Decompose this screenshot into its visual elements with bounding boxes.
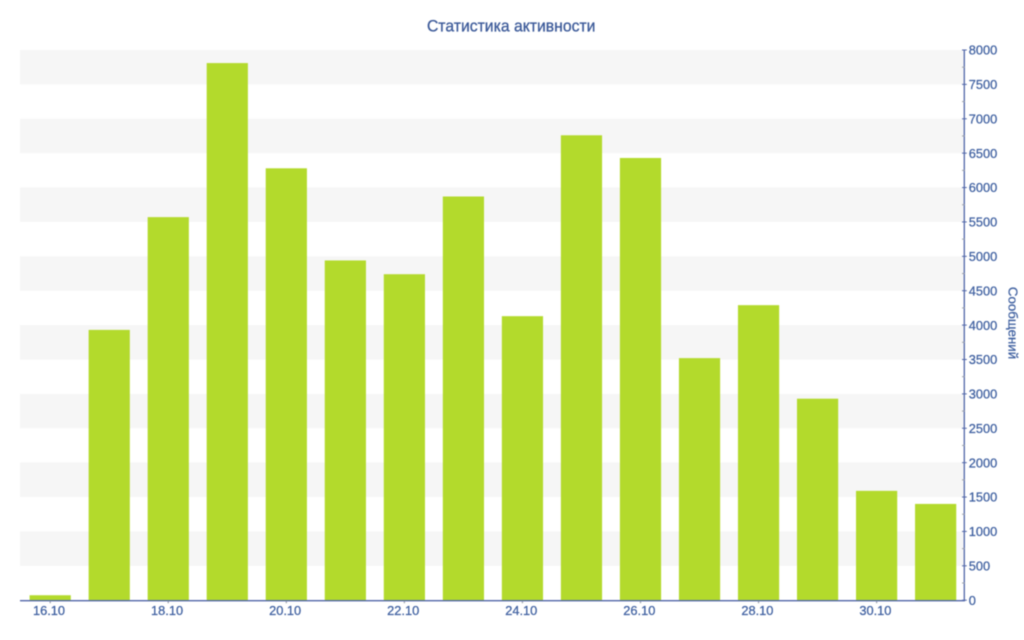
svg-text:7500: 7500	[969, 77, 997, 92]
svg-text:7000: 7000	[969, 111, 997, 126]
svg-text:3000: 3000	[969, 387, 997, 402]
svg-text:4000: 4000	[969, 318, 997, 333]
svg-text:500: 500	[969, 558, 990, 573]
svg-text:24.10: 24.10	[505, 603, 537, 618]
svg-text:6000: 6000	[969, 180, 997, 195]
svg-text:22.10: 22.10	[387, 603, 419, 618]
svg-text:1500: 1500	[969, 490, 997, 505]
svg-text:8000: 8000	[969, 43, 997, 58]
svg-text:26.10: 26.10	[623, 603, 655, 618]
svg-text:2000: 2000	[969, 455, 997, 470]
svg-text:5500: 5500	[969, 215, 997, 230]
svg-text:3500: 3500	[969, 352, 997, 367]
svg-text:1000: 1000	[969, 524, 997, 539]
svg-text:20.10: 20.10	[269, 603, 301, 618]
svg-text:2500: 2500	[969, 421, 997, 436]
svg-text:30.10: 30.10	[859, 603, 891, 618]
svg-text:0: 0	[969, 593, 976, 608]
svg-text:6500: 6500	[969, 146, 997, 161]
svg-text:5000: 5000	[969, 249, 997, 264]
svg-text:16.10: 16.10	[33, 603, 65, 618]
svg-text:28.10: 28.10	[741, 603, 773, 618]
svg-text:Сообщений: Сообщений	[1006, 287, 1021, 359]
svg-text:4500: 4500	[969, 283, 997, 298]
svg-text:18.10: 18.10	[151, 603, 183, 618]
svg-text:Статистика активности: Статистика активности	[427, 17, 596, 36]
